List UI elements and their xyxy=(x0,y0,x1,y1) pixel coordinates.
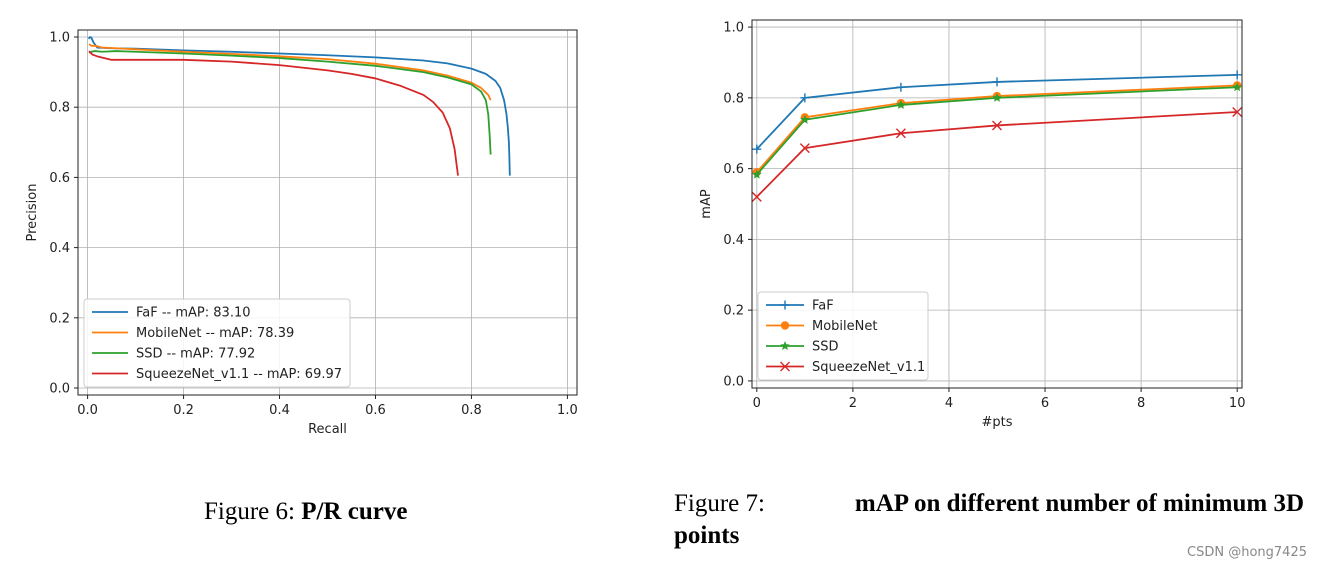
x-marker xyxy=(1232,107,1243,117)
x-tick-label: 0.8 xyxy=(461,403,482,418)
star-marker xyxy=(896,99,906,109)
x-tick-label: 6 xyxy=(1041,396,1049,411)
y-tick-label: 1.0 xyxy=(49,31,70,46)
figure-7-caption-title-line2: points xyxy=(674,522,740,549)
figure-7-caption-prefix: Figure 7: xyxy=(674,490,765,517)
series-0 xyxy=(752,70,1242,154)
legend-item: SSD xyxy=(766,340,839,355)
y-tick-label: 0.0 xyxy=(723,374,744,389)
figure-7-caption-line2: points xyxy=(674,520,1304,552)
x-tick-label: 0.2 xyxy=(173,403,194,418)
star-marker xyxy=(780,341,790,351)
series-line xyxy=(88,50,492,155)
x-marker xyxy=(895,128,906,139)
map-vs-pts-chart: 0 2 4 6 8 10 0.0 0.2 0.4 0.6 0.8 1.0 #pts mAP FaF Mobil… xyxy=(699,19,1246,430)
y-axis-label: mAP xyxy=(699,189,714,219)
series-2 xyxy=(88,50,492,155)
pr-curve-chart: 0.0 0.2 0.4 0.6 0.8 1.0 0.0 0.2 0.4 0.6 0.8 1.0 Reca… xyxy=(25,29,578,437)
series-3 xyxy=(751,107,1243,202)
legend: FaF -- mAP: 83.10 MobileNet -- mAP: 78.39… xyxy=(83,298,351,388)
y-tick-label: 0.6 xyxy=(723,162,744,177)
x-axis-label: Recall xyxy=(308,422,347,437)
figure-7: 0 2 4 6 8 10 0.0 0.2 0.4 0.6 0.8 1.0 #pts mAP FaF Mobil… xyxy=(660,0,1321,450)
figure-7-caption-line1: Figure 7: mAP on different number of min… xyxy=(674,488,1304,520)
y-axis-label: Precision xyxy=(25,183,40,241)
figure-6: 0.0 0.2 0.4 0.6 0.8 1.0 0.0 0.2 0.4 0.6 0.8 1.0 Reca… xyxy=(0,0,660,450)
star-marker xyxy=(752,169,762,179)
star-marker xyxy=(992,92,1002,102)
plus-marker xyxy=(752,144,762,154)
legend-label: SSD xyxy=(812,340,839,355)
star-marker xyxy=(800,114,810,124)
axes-frame xyxy=(77,29,578,396)
legend-item: MobileNet xyxy=(766,319,877,334)
series-2 xyxy=(752,82,1242,179)
x-tick-label: 2 xyxy=(849,396,857,411)
figure-6-caption: Figure 6: P/R curve xyxy=(204,496,407,528)
legend-label: FaF xyxy=(812,299,834,314)
plus-marker xyxy=(896,82,906,92)
y-tick-label: 1.0 xyxy=(723,21,744,36)
legend-item: FaF xyxy=(766,299,834,314)
legend-label: SqueezeNet_v1.1 xyxy=(812,360,925,375)
y-tick-label: 0.6 xyxy=(49,171,70,186)
y-tick-label: 0.2 xyxy=(49,311,70,326)
legend-label: FaF -- mAP: 83.10 xyxy=(136,306,251,321)
series-line xyxy=(756,86,1238,176)
series-line xyxy=(88,43,492,101)
figure-6-caption-title: P/R curve xyxy=(301,498,408,525)
x-tick-label: 4 xyxy=(945,396,953,411)
y-tick-label: 0.2 xyxy=(723,304,744,319)
legend-label: MobileNet -- mAP: 78.39 xyxy=(136,326,294,341)
plus-marker xyxy=(800,93,810,103)
x-marker xyxy=(992,120,1002,131)
star-marker xyxy=(1232,82,1242,92)
y-tick-label: 0.4 xyxy=(723,233,744,248)
x-marker xyxy=(780,361,790,372)
y-tick-label: 0.4 xyxy=(49,241,70,256)
series-line xyxy=(88,50,459,176)
legend-label: SSD -- mAP: 77.92 xyxy=(136,347,255,362)
legend-box xyxy=(757,291,929,381)
legend: FaF MobileNet SSD SqueezeNet_v1.1 xyxy=(757,291,929,381)
x-axis-label: #pts xyxy=(981,415,1012,430)
x-tick-label: 8 xyxy=(1137,396,1145,411)
plus-marker xyxy=(780,300,790,310)
legend-item: SqueezeNet_v1.1 xyxy=(766,360,925,375)
x-tick-label: 10 xyxy=(1229,396,1246,411)
axes-frame xyxy=(751,19,1243,389)
x-tick-label: 0.6 xyxy=(365,403,386,418)
plus-marker xyxy=(992,77,1002,87)
y-tick-label: 0.8 xyxy=(723,91,744,106)
legend-box xyxy=(83,298,351,388)
figure-7-caption: Figure 7: mAP on different number of min… xyxy=(674,488,1304,552)
figure-6-caption-prefix: Figure 6: xyxy=(204,498,295,525)
legend-item: SSD -- mAP: 77.92 xyxy=(92,347,255,362)
legend-item: SqueezeNet_v1.1 -- mAP: 69.97 xyxy=(92,367,342,382)
legend-label: MobileNet xyxy=(812,319,877,334)
x-tick-label: 0.4 xyxy=(269,403,290,418)
series-1 xyxy=(88,43,492,101)
legend-item: MobileNet -- mAP: 78.39 xyxy=(92,326,294,341)
x-tick-label: 0 xyxy=(753,396,761,411)
legend-item: FaF -- mAP: 83.10 xyxy=(92,306,251,321)
y-tick-label: 0.8 xyxy=(49,101,70,116)
x-tick-label: 1.0 xyxy=(557,403,578,418)
legend-label: SqueezeNet_v1.1 -- mAP: 69.97 xyxy=(136,367,342,382)
watermark: CSDN @hong7425 xyxy=(1187,545,1307,560)
x-marker xyxy=(799,143,810,154)
series-3 xyxy=(88,50,459,176)
x-tick-label: 0.0 xyxy=(77,403,98,418)
y-tick-label: 0.0 xyxy=(49,381,70,396)
figure-7-caption-title-line1: mAP on different number of minimum 3D xyxy=(854,490,1304,517)
x-marker xyxy=(751,191,762,202)
plus-marker xyxy=(1232,70,1242,80)
circle-marker xyxy=(780,321,790,330)
